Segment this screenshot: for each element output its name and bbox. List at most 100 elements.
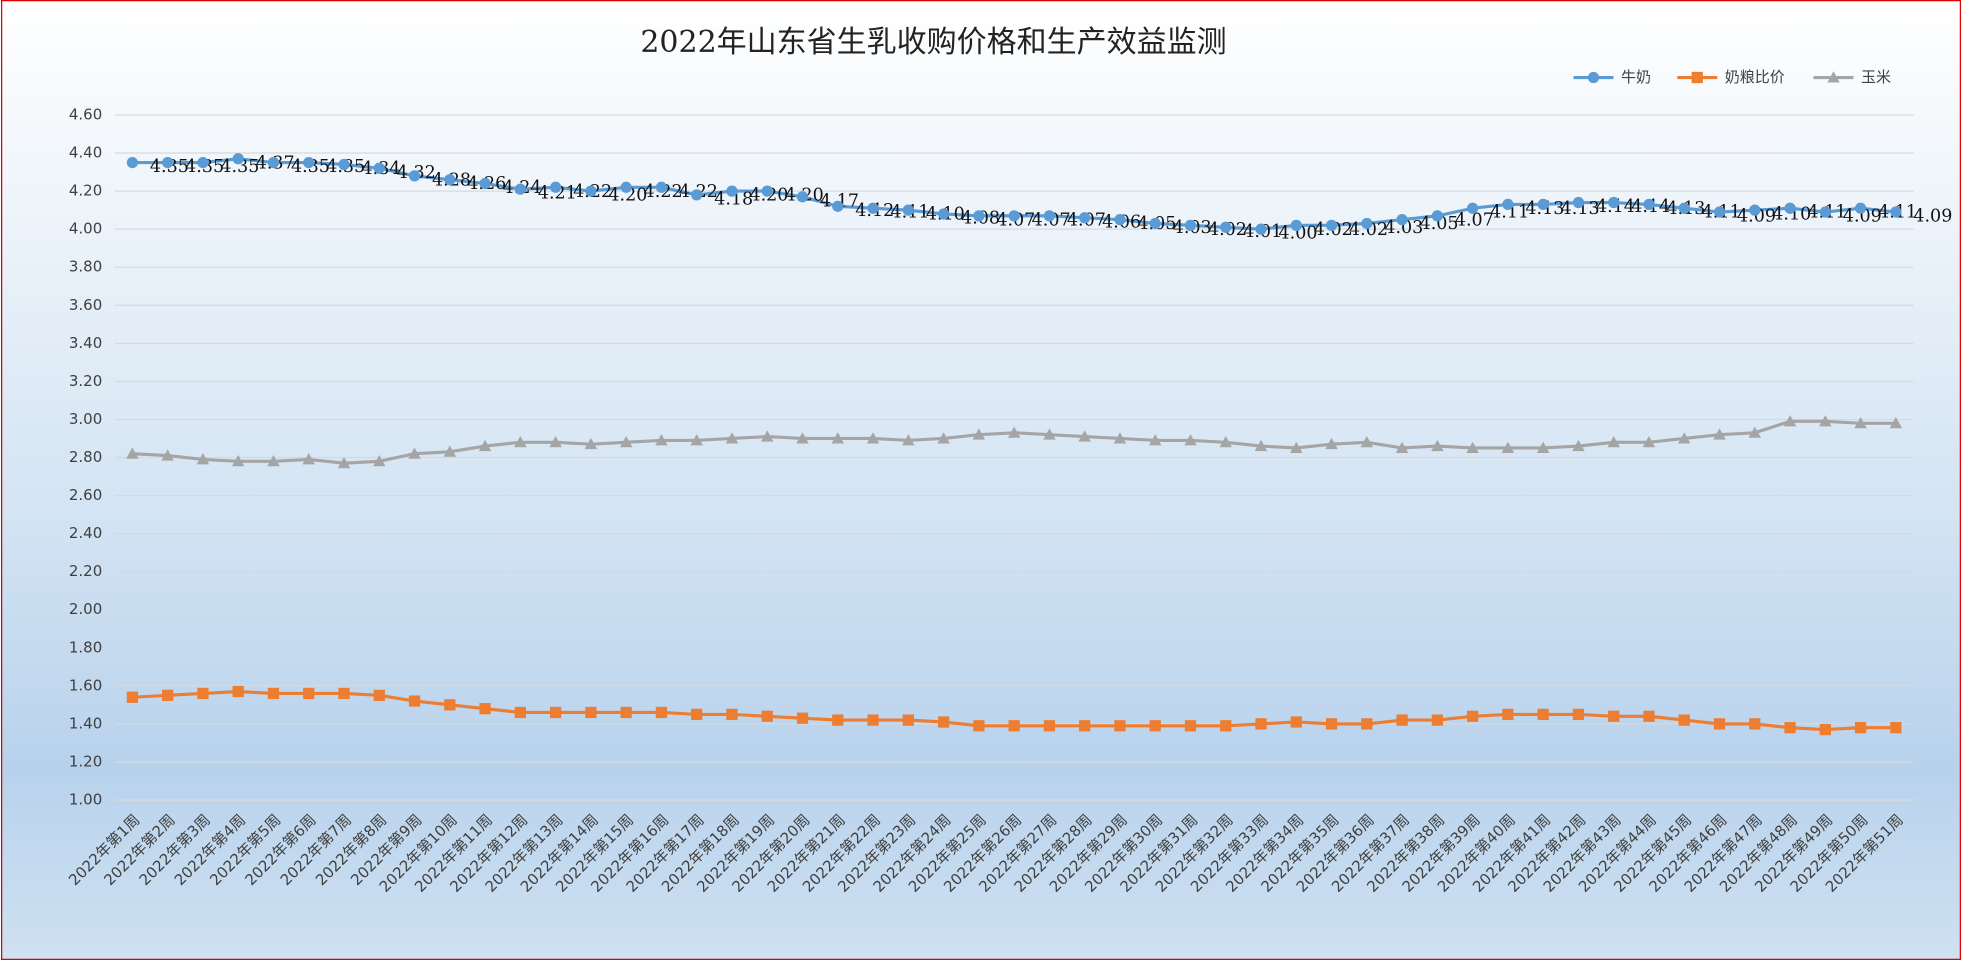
legend-marker	[1691, 71, 1703, 84]
point	[1467, 710, 1479, 722]
point	[796, 432, 809, 444]
legend-label: 奶粮比价	[1725, 68, 1785, 86]
point	[1713, 206, 1726, 218]
point	[1713, 428, 1726, 440]
point	[1501, 441, 1515, 453]
point	[585, 706, 597, 719]
point	[337, 456, 351, 469]
point	[1643, 710, 1655, 722]
point	[1713, 718, 1726, 730]
y-tick-label: 3.60	[69, 296, 102, 314]
point	[549, 706, 562, 719]
point	[937, 432, 950, 444]
point	[196, 453, 210, 465]
point	[725, 432, 739, 444]
point	[1783, 415, 1797, 427]
y-tick-label: 3.40	[69, 334, 102, 352]
legend-label: 玉米	[1861, 68, 1891, 86]
point	[1749, 204, 1761, 216]
point	[1114, 214, 1126, 226]
point	[761, 185, 773, 197]
chart-title: 2022年山东省生乳收购价格和生产效益监测	[640, 25, 1226, 60]
point	[1290, 219, 1302, 231]
y-tick-label: 2.20	[69, 562, 102, 580]
point	[655, 706, 668, 719]
y-tick-label: 3.20	[69, 372, 102, 390]
y-tick-label: 3.00	[69, 410, 102, 428]
point	[303, 156, 315, 169]
point	[1290, 441, 1303, 453]
point	[1572, 439, 1585, 452]
point	[1784, 202, 1796, 214]
point	[1536, 441, 1550, 453]
point	[232, 685, 244, 698]
data-label: 4.35	[220, 157, 259, 177]
y-tick-label: 4.40	[69, 144, 102, 162]
point	[867, 714, 879, 726]
point	[937, 208, 950, 220]
point	[1854, 722, 1867, 734]
point	[126, 156, 139, 169]
point	[1325, 718, 1338, 730]
point	[902, 204, 914, 216]
point	[1607, 436, 1620, 448]
y-tick-label: 1.20	[69, 752, 102, 770]
point	[1890, 722, 1902, 734]
point	[1677, 432, 1691, 444]
point	[1149, 720, 1161, 732]
point	[973, 720, 985, 732]
y-tick-label: 3.80	[69, 258, 102, 276]
point	[619, 436, 633, 448]
point	[231, 455, 245, 467]
point	[1184, 720, 1197, 732]
point	[478, 439, 492, 452]
point	[1396, 214, 1408, 226]
point	[338, 687, 350, 700]
point	[126, 691, 139, 703]
point	[1220, 720, 1232, 732]
point	[655, 181, 668, 193]
point	[373, 689, 385, 701]
point	[1043, 720, 1056, 732]
point	[1008, 210, 1020, 222]
point	[937, 716, 950, 728]
legend-marker	[1587, 71, 1600, 84]
point	[302, 453, 315, 465]
point	[162, 156, 174, 169]
point	[514, 706, 526, 719]
point	[796, 712, 809, 724]
point	[1890, 206, 1902, 218]
point	[1184, 434, 1197, 446]
y-tick-label: 1.80	[69, 638, 102, 656]
point	[1008, 720, 1020, 732]
point	[408, 695, 421, 707]
data-label: 4.09	[1737, 207, 1776, 227]
data-label: 4.18	[714, 189, 753, 209]
point	[761, 710, 773, 722]
point	[1819, 723, 1831, 736]
point	[1255, 718, 1267, 730]
point	[1219, 436, 1232, 448]
point	[1502, 708, 1514, 720]
point	[1608, 196, 1620, 209]
point	[1079, 212, 1091, 224]
point	[1819, 415, 1832, 427]
point	[1184, 219, 1197, 231]
point	[267, 687, 280, 700]
point	[1325, 437, 1338, 450]
y-tick-label: 4.60	[69, 106, 102, 124]
point	[1678, 714, 1690, 726]
data-label: 4.20	[608, 186, 647, 206]
data-label: 4.03	[1384, 218, 1423, 238]
point	[514, 183, 526, 195]
point	[1678, 202, 1690, 214]
point	[726, 708, 738, 720]
y-tick-label: 1.00	[69, 791, 102, 809]
point	[1572, 196, 1585, 209]
point	[1643, 198, 1655, 211]
point	[1254, 439, 1268, 452]
point	[1290, 716, 1302, 728]
legend-marker	[1827, 71, 1840, 83]
point	[691, 708, 703, 720]
point	[1325, 219, 1338, 231]
